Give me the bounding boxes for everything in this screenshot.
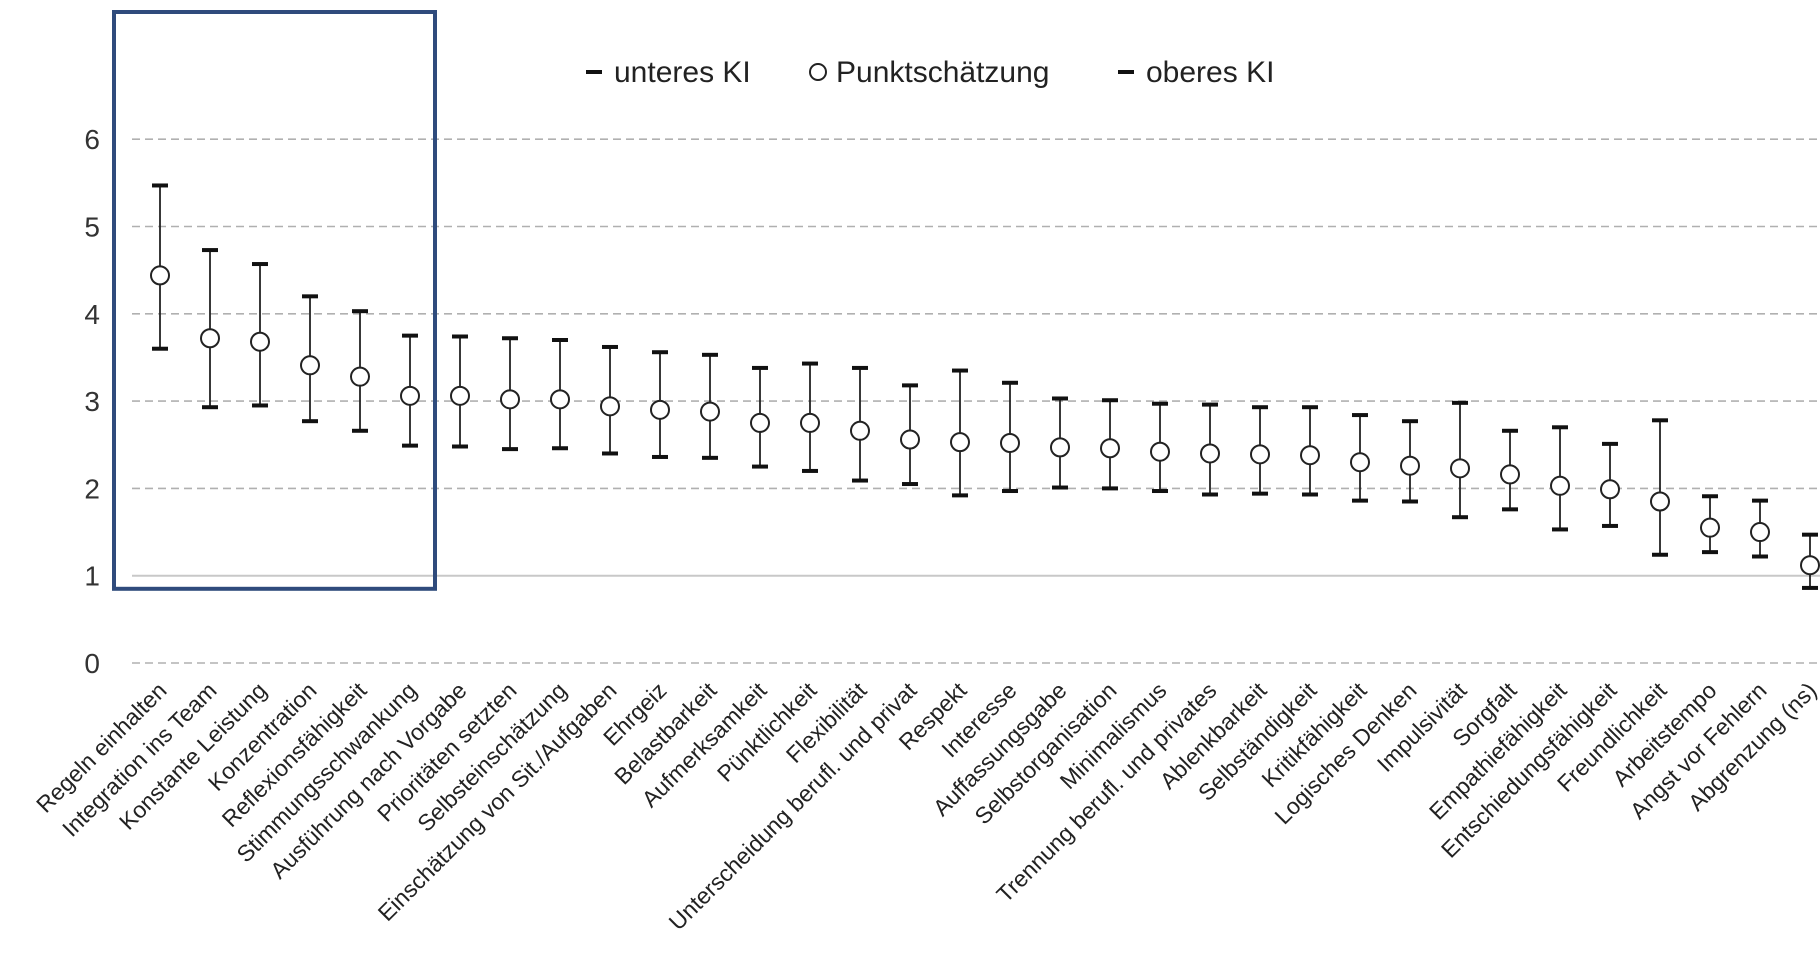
error-bar-group-respekt (950, 368, 970, 498)
point-estimate (800, 412, 820, 433)
error-bar-group-selbsteinschatzung (550, 337, 570, 451)
error-bar-group-ehrgeiz (650, 350, 670, 459)
error-bar-group-einschatzung-von-sit-aufgaben (600, 344, 620, 456)
error-bar-group-interesse (1000, 380, 1020, 494)
point-estimate (550, 389, 570, 410)
error-bar-group-ablenkbarkeit (1250, 405, 1270, 496)
point-estimate (1300, 445, 1320, 466)
error-bar-group-unterscheidung-berufl-und-privat (900, 383, 920, 487)
point-estimate (1650, 491, 1670, 512)
error-bar-group-stimmungsschwankung (400, 333, 420, 448)
point-estimate (750, 412, 770, 433)
point-estimate (1000, 433, 1020, 454)
error-bar-group-logisches-denken (1400, 419, 1420, 504)
error-bar-group-angst-vor-fehlern (1750, 498, 1770, 559)
error-bar-group-flexibilitat (850, 365, 870, 483)
point-estimate (200, 328, 220, 349)
error-bar-group-abgrenzung-ns (1800, 532, 1820, 590)
error-bar-group-prioritaten-setzten (500, 336, 520, 452)
point-estimate (900, 429, 920, 450)
point-estimate (400, 385, 420, 406)
error-bar-group-arbeitstempo (1700, 494, 1720, 555)
point-estimate (1500, 464, 1520, 485)
point-estimate (250, 331, 270, 352)
point-estimate (1200, 443, 1220, 464)
error-bar-group-konstante-leistung (250, 262, 270, 408)
point-estimate (950, 432, 970, 453)
error-bar-group-konzentration (300, 294, 320, 424)
y-tick-label-1: 1 (84, 561, 100, 592)
error-bar-group-belastbarkeit (700, 352, 720, 460)
error-bar-group-sorgfalt (1500, 428, 1520, 512)
y-tick-label-3: 3 (84, 386, 100, 417)
error-bar-group-trennung-berufl-und-privates (1200, 402, 1220, 497)
point-estimate (1100, 438, 1120, 459)
point-estimate (150, 265, 170, 286)
y-tick-label-6: 6 (84, 124, 100, 155)
legend-item-point: Punktschätzung (809, 56, 1049, 89)
point-estimate (450, 385, 470, 406)
y-tick-label-0: 0 (84, 648, 100, 679)
point-estimate (1350, 452, 1370, 473)
highlight-layer (112, 10, 437, 591)
point-estimate (1050, 437, 1070, 458)
legend-label-point: Punktschätzung (836, 56, 1049, 89)
point-estimate (600, 396, 620, 417)
legend-item-lower: unteres KI (586, 56, 751, 89)
point-estimate (1600, 479, 1620, 500)
error-bar-group-auffassungsgabe (1050, 396, 1070, 490)
y-tick-label-5: 5 (84, 212, 100, 243)
error-bar-group-minimalismus (1150, 401, 1170, 494)
point-estimate (1550, 475, 1570, 496)
error-bar-group-freundlichkeit (1650, 418, 1670, 557)
point-estimate (650, 399, 670, 420)
point-estimate (1700, 517, 1720, 538)
point-estimate (1150, 441, 1170, 462)
point-estimate (500, 389, 520, 410)
legend-item-upper: oberes KI (1118, 56, 1274, 89)
point-estimate (1800, 555, 1820, 576)
legend-label-lower: unteres KI (614, 56, 751, 89)
point-estimate (350, 366, 370, 387)
point-estimate (1450, 458, 1470, 479)
error-bar-group-selbstandigkeit (1300, 405, 1320, 497)
point-estimate (850, 420, 870, 441)
error-bar-group-ausfuhrung-nach-vorgabe (450, 334, 470, 449)
grid-layer (132, 138, 1820, 664)
error-bar-group-selbstorganisation (1100, 398, 1120, 491)
legend-point-symbol (809, 63, 827, 81)
error-bar-group-empathiefahigkeit (1550, 425, 1570, 532)
y-axis-ticks: 0 1 2 3 4 5 6 (84, 124, 100, 679)
error-bar-group-aufmerksamkeit (750, 365, 770, 469)
error-bars-layer (150, 183, 1820, 590)
error-bar-group-integration-ins-team (200, 248, 220, 410)
error-bar-group-reflexionsfahigkeit (350, 309, 370, 433)
legend-label-upper: oberes KI (1146, 56, 1274, 89)
point-estimate (700, 401, 720, 422)
error-bar-group-entschiedungsfahigkeit (1600, 441, 1620, 528)
error-bar-group-regeln-einhalten (150, 183, 170, 351)
point-estimate (1750, 522, 1770, 543)
highlight-box (112, 10, 437, 591)
point-estimate (1400, 455, 1420, 476)
error-bar-group-kritikfahigkeit (1350, 413, 1370, 503)
error-bar-group-impulsivitat (1450, 400, 1470, 520)
error-bar-group-punktlichkeit (800, 361, 820, 473)
point-estimate (300, 355, 320, 376)
y-tick-label-2: 2 (84, 473, 100, 504)
legend: unteres KI Punktschätzung oberes KI (586, 56, 1274, 89)
y-tick-label-4: 4 (84, 299, 100, 330)
point-estimate (1250, 444, 1270, 465)
